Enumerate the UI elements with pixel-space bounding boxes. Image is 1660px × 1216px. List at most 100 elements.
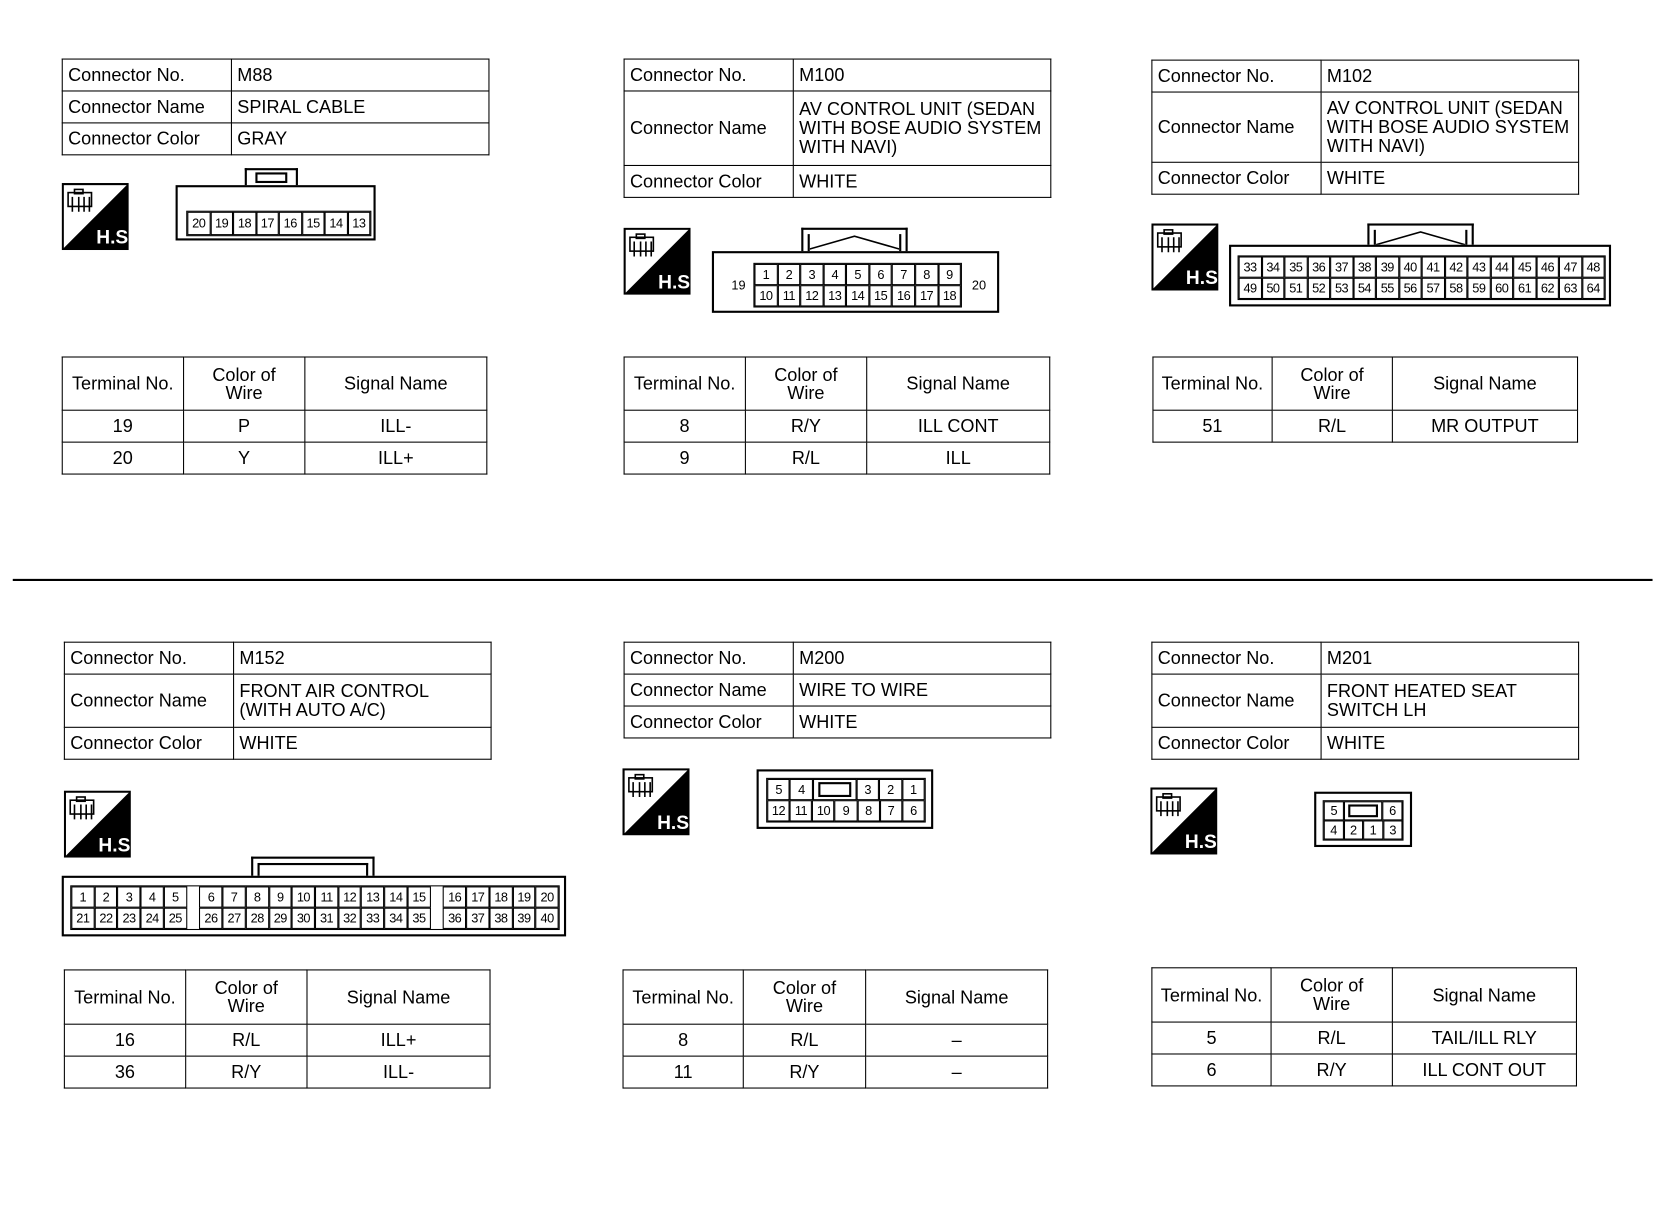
info-row-connector-no: Connector No. M100 <box>623 58 1052 92</box>
connector-info-table: Connector No. M201 Connector Name FRONT HEA… <box>1151 641 1580 760</box>
pin-number: 7 <box>230 889 238 905</box>
pin: 49 <box>1238 277 1262 300</box>
svg-text:H.S.: H.S. <box>1185 832 1217 853</box>
pin-number: 4 <box>798 782 805 798</box>
pin-number: 26 <box>204 910 218 926</box>
connector-name-value: FRONT AIR CONTROL (WITH AUTO A/C) <box>233 673 492 728</box>
color-of-wire-header: Color of Wire <box>1270 967 1393 1023</box>
pin: 62 <box>1536 277 1559 300</box>
pin-number: 38 <box>1357 259 1372 275</box>
pin-number: 39 <box>517 910 531 926</box>
pin-number: 11 <box>320 889 333 905</box>
color-of-wire-header: Color of Wire <box>182 356 306 411</box>
latch <box>1343 801 1383 821</box>
pin: 48 <box>1581 256 1605 278</box>
terminal-no-header: Terminal No. <box>622 969 744 1025</box>
pin-number: 40 <box>1403 259 1418 275</box>
terminal-no-header: Terminal No. <box>623 356 746 411</box>
pin-number: 8 <box>923 267 930 282</box>
pin-number: 13 <box>366 889 380 905</box>
pin-number: 35 <box>1289 259 1303 275</box>
pin: 6 <box>869 263 893 286</box>
pin-number: 5 <box>1330 803 1338 819</box>
pin: 38 <box>1353 256 1376 278</box>
terminal-table-header: Terminal No. Color of Wire Signal Name <box>61 356 488 411</box>
pin: 10 <box>754 285 778 307</box>
pin-row: 33 34 35 36 37 38 39 40 41 42 43 44 45 46 47 48 <box>1238 256 1605 278</box>
connector-name-label: Connector Name <box>623 673 794 707</box>
pin-number: 3 <box>125 889 133 905</box>
pin: 5 <box>846 263 870 286</box>
pin: 52 <box>1307 277 1331 300</box>
wire-color: Y <box>182 441 306 475</box>
pin-number: 12 <box>805 288 819 304</box>
wire-color: P <box>182 409 306 443</box>
pin-number: 18 <box>942 288 957 304</box>
pin: 1 <box>71 886 95 908</box>
pin: 34 <box>1261 256 1285 278</box>
pin-number: 1 <box>909 782 917 798</box>
pin-grid: 20 19 18 17 16 15 14 13 <box>186 210 372 237</box>
pin-number: 6 <box>910 803 917 819</box>
pin-gap <box>431 908 444 929</box>
connector-name-label: Connector Name <box>1151 673 1322 728</box>
terminal-table: Terminal No. Color of Wire Signal Name 16 R/… <box>63 969 491 1089</box>
pin-number: 23 <box>122 910 136 926</box>
pin-number: 12 <box>771 803 786 819</box>
info-row-connector-color: Connector Color WHITE <box>1151 726 1580 760</box>
pin: 20 <box>971 277 987 293</box>
terminal-no: 9 <box>623 441 746 475</box>
connector-name-value: WIRE TO WIRE <box>792 673 1052 707</box>
wire-color: R/Y <box>742 1055 867 1089</box>
info-row-connector-no: Connector No. M102 <box>1151 59 1580 93</box>
pin-number: 25 <box>168 910 183 926</box>
wire-color: R/L <box>1270 1021 1393 1055</box>
connector-color-value: GRAY <box>230 122 490 156</box>
pin: 51 <box>1284 277 1308 300</box>
pin-number: 34 <box>389 910 403 926</box>
pin: 45 <box>1513 256 1537 278</box>
info-row-connector-color: Connector Color GRAY <box>61 122 490 156</box>
pin: 2 <box>1343 820 1364 840</box>
pin-grid: 1 2 3 4 5 6 7 8 9 10 11 12 13 14 15 16 17 18 19 20 21 22 23 24 2… <box>70 885 560 931</box>
pin: 37 <box>1330 256 1354 278</box>
table-row: 9 R/L ILL <box>623 441 1051 475</box>
signal-name-header: Signal Name <box>1391 356 1579 411</box>
pin: 2 <box>94 886 118 908</box>
pin: 9 <box>834 800 858 822</box>
pin-number: 52 <box>1312 280 1326 296</box>
pin-number: 28 <box>250 910 265 926</box>
pin-gap <box>187 886 200 907</box>
pin: 19 <box>512 886 536 908</box>
pin-number: 14 <box>329 216 343 231</box>
pin-row: 21 22 23 24 25 26 27 28 29 30 31 32 33 34 35 36 37 38 39 40 <box>71 907 559 929</box>
pin-number: 56 <box>1403 280 1418 296</box>
info-row-connector-no: Connector No. M200 <box>623 641 1052 675</box>
connector-info-table: Connector No. M102 Connector Name AV CONTRO… <box>1151 59 1580 195</box>
pin: 18 <box>489 886 513 908</box>
connector-no-label: Connector No. <box>623 58 794 92</box>
connector-name-label: Connector Name <box>61 90 232 124</box>
pin-number: 62 <box>1540 280 1555 296</box>
signal-name: – <box>865 1023 1049 1057</box>
pin-number: 4 <box>1330 822 1337 838</box>
pin-number: 6 <box>877 267 884 282</box>
harness-side-icon: H.S. <box>1151 223 1223 291</box>
pin: 28 <box>245 907 269 929</box>
terminal-no: 6 <box>1151 1053 1272 1087</box>
pin: 18 <box>938 285 961 307</box>
pin-number: 39 <box>1380 259 1395 275</box>
info-row-connector-name: Connector Name AV CONTROL UNIT (SEDAN WIT… <box>1151 91 1580 163</box>
pin-number: 14 <box>851 288 865 304</box>
pin: 6 <box>1382 801 1403 821</box>
pin: 37 <box>466 907 490 929</box>
pin: 12 <box>338 886 362 908</box>
pin-number: 6 <box>1389 803 1396 819</box>
pin: 5 <box>1323 801 1344 821</box>
pin: 33 <box>361 907 385 929</box>
signal-name-header: Signal Name <box>866 356 1051 411</box>
pin-number: 5 <box>854 267 861 282</box>
info-row-connector-color: Connector Color WHITE <box>1151 161 1580 195</box>
pin-number: 50 <box>1266 280 1280 296</box>
pin-row: 12 11 10 9 8 7 6 <box>767 800 925 822</box>
